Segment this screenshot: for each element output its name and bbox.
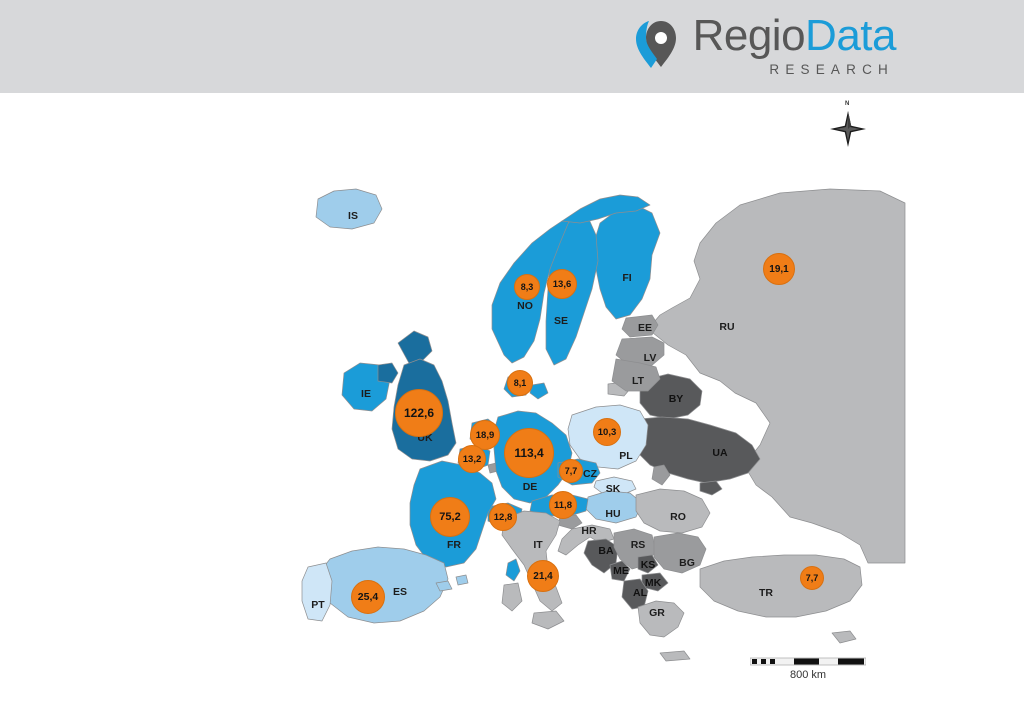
value-bubble-fr[interactable]: 75,2 <box>430 497 470 537</box>
value-bubble-tr-label: 7,7 <box>805 573 819 583</box>
compass-rose-icon <box>830 111 866 147</box>
value-bubble-pl-label: 10,3 <box>597 426 617 438</box>
country-hu <box>585 490 643 524</box>
country-it-sicily <box>531 610 565 630</box>
country-bg <box>653 532 707 574</box>
value-bubble-at[interactable]: 11,8 <box>549 491 577 519</box>
value-bubble-cz-label: 7,7 <box>564 466 578 476</box>
value-bubble-de-label: 113,4 <box>514 446 544 460</box>
country-ua-crimea <box>699 480 723 496</box>
value-bubble-dk[interactable]: 8,1 <box>507 370 533 396</box>
value-bubble-es-label: 25,4 <box>357 591 379 603</box>
value-bubble-es[interactable]: 25,4 <box>351 580 385 614</box>
map-geometry: .c { stroke:#8d8e90; stroke-width:0.7; s… <box>301 188 906 662</box>
country-ua <box>631 416 761 484</box>
country-ks <box>637 554 659 574</box>
value-bubble-ch-label: 12,8 <box>493 511 513 523</box>
country-tr-cyprus <box>831 630 857 644</box>
country-uk-ni <box>377 362 399 384</box>
compass-north-label: N <box>845 101 850 107</box>
value-bubble-it-label: 21,4 <box>533 570 553 582</box>
value-bubble-se[interactable]: 13,6 <box>547 269 577 299</box>
value-bubble-be-label: 13,2 <box>462 453 482 465</box>
value-bubble-se-label: 13,6 <box>552 278 572 290</box>
country-dk-island <box>529 382 549 400</box>
country-es-balearics2 <box>455 574 469 586</box>
value-bubble-cz[interactable]: 7,7 <box>559 459 583 483</box>
scale-bar-label: 800 km <box>789 669 827 681</box>
brand-logo: RegioData RESEARCH <box>631 14 896 77</box>
country-tr <box>699 554 863 618</box>
country-fr-corsica <box>505 558 521 582</box>
country-it-sardinia <box>501 582 523 612</box>
logo-wordmark: RegioData <box>692 11 897 60</box>
value-bubble-no-label: 8,3 <box>520 282 534 292</box>
country-lv <box>615 336 665 368</box>
value-bubble-ru[interactable]: 19,1 <box>763 253 795 285</box>
country-sk <box>593 476 637 496</box>
country-ro <box>635 488 711 534</box>
country-es <box>319 546 449 624</box>
value-bubble-de[interactable]: 113,4 <box>504 428 554 478</box>
country-hr <box>557 524 615 556</box>
country-by <box>639 373 703 420</box>
logo-text: RegioData RESEARCH <box>692 11 897 77</box>
value-bubble-ru-label: 19,1 <box>769 263 789 275</box>
value-bubble-it[interactable]: 21,4 <box>527 560 559 592</box>
value-bubble-pl[interactable]: 10,3 <box>593 418 621 446</box>
value-bubble-uk[interactable]: 122,6 <box>395 389 443 437</box>
value-bubble-be[interactable]: 13,2 <box>458 445 486 473</box>
country-gr-crete <box>659 650 691 662</box>
value-bubble-at-label: 11,8 <box>554 499 572 511</box>
location-pin-icon <box>635 21 676 69</box>
country-is <box>315 188 383 230</box>
value-bubble-uk-label: 122,6 <box>403 406 435 420</box>
country-lt <box>611 358 661 392</box>
europe-map: .c { stroke:#8d8e90; stroke-width:0.7; s… <box>0 93 1024 709</box>
country-me <box>609 560 631 582</box>
country-es-balearics <box>435 580 453 592</box>
logo-subtitle: RESEARCH <box>769 62 894 77</box>
scale-bar-icon <box>750 657 866 666</box>
value-bubble-no[interactable]: 8,3 <box>514 274 540 300</box>
value-bubble-nl-label: 18,9 <box>475 429 495 441</box>
logo-word-data: Data <box>805 11 896 60</box>
country-fi <box>591 204 661 320</box>
country-ba <box>583 538 619 574</box>
country-md <box>651 464 671 486</box>
map-scale-bar: 800 km <box>750 656 866 681</box>
value-bubble-ch[interactable]: 12,8 <box>489 503 517 531</box>
value-bubble-dk-label: 8,1 <box>513 378 527 388</box>
country-uk <box>397 330 433 366</box>
country-gr <box>637 600 685 638</box>
country-pt <box>301 562 333 622</box>
logo-word-regio: Regio <box>692 11 806 60</box>
value-bubble-fr-label: 75,2 <box>439 511 461 523</box>
compass-rose: N <box>829 101 867 154</box>
country-no-north <box>561 194 651 224</box>
header-band: RegioData RESEARCH <box>0 0 1024 93</box>
country-ee <box>621 314 659 338</box>
value-bubble-tr[interactable]: 7,7 <box>800 566 824 590</box>
country-ru <box>647 188 906 564</box>
